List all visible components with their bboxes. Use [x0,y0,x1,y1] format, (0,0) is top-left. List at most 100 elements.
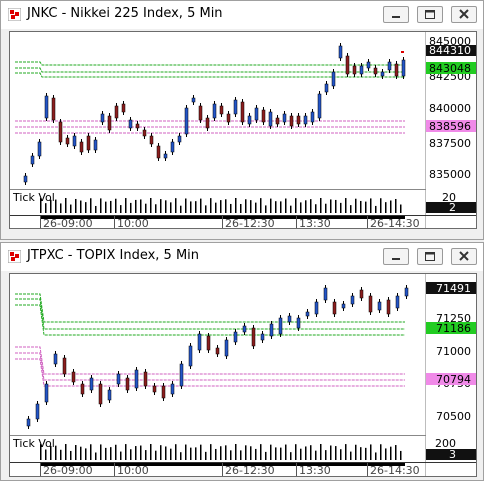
candle [254,107,259,121]
close-button[interactable] [451,6,477,23]
volume-bar [80,200,82,213]
volume-bar [300,448,302,460]
volume-bar [165,200,167,213]
candle [37,141,42,157]
candlestick-series [26,285,409,429]
volume-bar [65,444,67,460]
candle [30,155,35,165]
volume-bar [225,199,227,213]
candle [251,327,256,347]
time-label: 26-12:30 [225,217,275,228]
candlestick-series [23,43,406,185]
candle [205,117,210,129]
last-price-value: 844310 [429,44,471,57]
candle [72,135,77,147]
volume-bar [50,445,52,460]
volume-bar [380,444,382,460]
volume-bar [110,200,112,213]
volume-bar [120,205,122,213]
volume-bar [330,199,332,213]
volume-label: Tick Vol [12,437,55,450]
title-bar[interactable]: JTPXC - TOPIX Index, 5 Min [1,243,483,271]
chart-area[interactable]: 71250 71000 70750 70500 71491 71186 7079… [9,273,477,477]
title-bar[interactable]: JNKC - Nikkei 225 Index, 5 Min [1,1,483,29]
green-level-lines [15,293,405,336]
minimize-button[interactable] [383,248,409,265]
candle [395,295,400,309]
volume-bar [295,198,297,213]
volume-bar [315,204,317,213]
chart-area[interactable]: 845000 842500 840000 837500 835000 84431… [9,31,477,230]
volume-bar [45,449,47,460]
volume-bar [60,203,62,213]
green-level-value: 71186 [436,322,471,335]
volume-bar [320,198,322,213]
volume-bar [215,448,217,460]
volume-bar [270,444,272,460]
volume-bar [105,447,107,460]
volume-bar [90,444,92,460]
candle [352,65,357,75]
candle [282,113,287,123]
volume-bar [285,198,287,213]
candle [331,71,336,87]
volume-bar [155,204,157,213]
volume-bar [245,445,247,460]
candle [377,301,382,311]
price-chart[interactable]: 845000 842500 840000 837500 835000 84431… [10,32,476,230]
candle [387,61,392,71]
candle [125,377,130,391]
volume-bar [150,444,152,460]
close-button[interactable] [451,248,477,265]
candle [198,105,203,121]
candle [188,345,193,367]
time-label: 26-14:30 [370,217,420,228]
candle [247,115,252,125]
candle [163,153,168,159]
candle [219,105,224,115]
time-label: 26-12:30 [225,464,275,476]
volume-bar [130,202,132,213]
candle [260,333,265,341]
volume-bar [290,205,292,213]
candle [89,377,94,391]
window-title: JNKC - Nikkei 225 Index, 5 Min [27,6,223,21]
volume-bar [390,200,392,213]
minimize-icon [392,16,400,18]
candle [197,333,202,351]
volume-bar [355,444,357,460]
volume-bar [240,450,242,460]
volume-bar [375,452,377,460]
candle [79,141,84,153]
volume-bar [325,203,327,213]
minimize-button[interactable] [383,6,409,23]
time-label: 13:30 [299,217,331,228]
maximize-button[interactable] [417,6,443,23]
volume-bar [280,447,282,460]
volume-bar [200,198,202,213]
candle [310,111,315,123]
candle [107,115,112,131]
price-chart[interactable]: 71250 71000 70750 70500 71491 71186 7079… [10,274,476,477]
volume-bar [290,452,292,460]
volume-bar [220,200,222,213]
volume-bar [320,444,322,460]
candle [224,339,229,357]
candle [51,97,56,121]
candle [404,287,409,297]
volume-bar [395,445,397,460]
candle [240,101,245,123]
volume-bar [385,448,387,460]
volume-bar [80,446,82,460]
maximize-button[interactable] [417,248,443,265]
time-label: 10:00 [117,217,149,228]
volume-bar [105,201,107,213]
volume-bar [195,201,197,213]
candle [338,45,343,59]
pink-level-value: 70794 [436,373,471,386]
time-label: 10:00 [117,464,149,476]
volume-bar [205,451,207,460]
candle [179,363,184,387]
candle [269,323,274,337]
candle [206,335,211,351]
